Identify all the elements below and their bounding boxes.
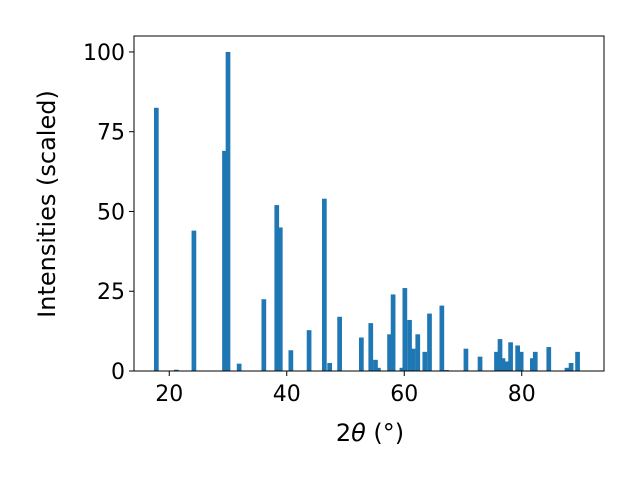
bar (337, 316, 342, 371)
bar (504, 361, 509, 371)
x-axis-label-unit: (°) (366, 419, 404, 447)
bar (373, 359, 378, 371)
bar (327, 363, 332, 371)
bar (529, 358, 535, 371)
bar (422, 351, 428, 371)
bar (390, 294, 396, 371)
bar (415, 334, 421, 371)
x-tick-label: 80 (508, 382, 536, 407)
bar (427, 313, 432, 371)
bar (477, 356, 483, 371)
bar (173, 369, 179, 371)
bar (387, 334, 392, 371)
bar (236, 363, 242, 371)
bar (564, 367, 570, 371)
bar (508, 342, 513, 371)
bar (568, 363, 574, 371)
bar (407, 319, 412, 371)
bar (497, 339, 503, 371)
x-axis-label-prefix: 2 (336, 419, 351, 447)
x-axis-label-symbol: θ (351, 419, 366, 447)
x-axis-ticks: 20 40 60 80 (155, 371, 536, 407)
x-tick-label: 60 (390, 382, 418, 407)
bar (532, 351, 538, 371)
x-tick-label: 20 (155, 382, 183, 407)
bar (222, 150, 227, 371)
bar (376, 367, 381, 371)
bar (288, 350, 294, 371)
y-tick-label: 0 (111, 360, 125, 385)
bar (225, 51, 231, 371)
bar (463, 348, 469, 371)
bar (575, 351, 580, 371)
bar (322, 198, 327, 371)
y-tick-label: 75 (97, 121, 125, 146)
bar (546, 347, 552, 371)
bar (153, 107, 159, 371)
y-tick-label: 100 (83, 41, 125, 66)
y-axis-label: Intensities (scaled) (33, 90, 61, 318)
bar (518, 351, 524, 371)
bar (274, 205, 280, 371)
bar (494, 351, 499, 371)
bar (277, 227, 283, 371)
bar (500, 358, 506, 371)
bar (306, 330, 312, 371)
y-axis-ticks: 0 25 50 75 100 (83, 41, 134, 385)
bars-group (153, 51, 580, 371)
bar (368, 323, 374, 371)
bar (402, 288, 408, 371)
bar (261, 299, 267, 371)
bar (410, 348, 416, 371)
bar (515, 345, 520, 371)
x-axis-label: 2θ (°) (336, 419, 404, 447)
x-tick-label: 40 (273, 382, 301, 407)
bar (191, 230, 197, 371)
bar (439, 305, 445, 371)
bar (359, 337, 364, 371)
y-tick-label: 50 (97, 200, 125, 225)
y-tick-label: 25 (97, 280, 125, 305)
bar (399, 367, 405, 371)
plot-frame (133, 35, 605, 372)
